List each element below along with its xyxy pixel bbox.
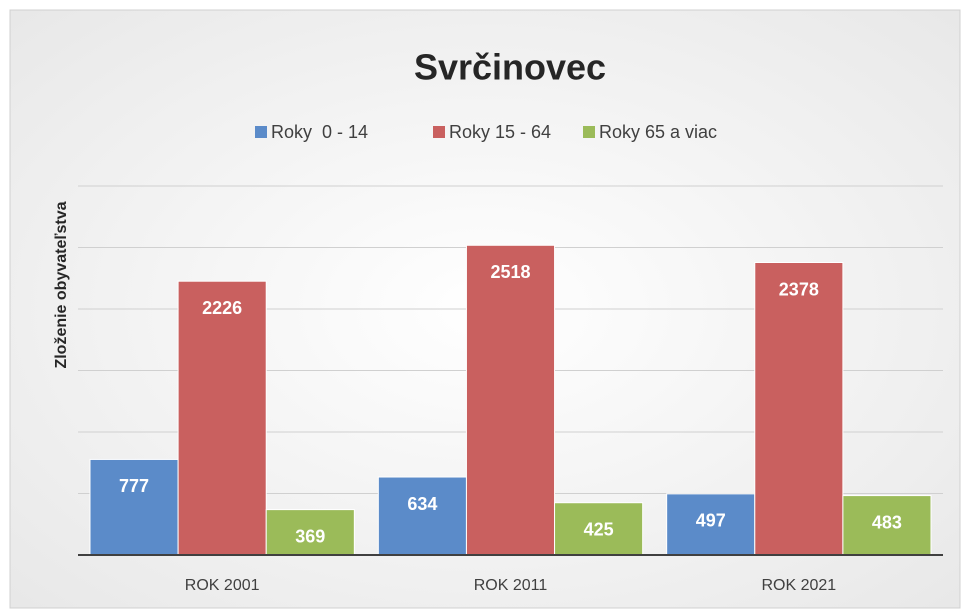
x-tick-label: ROK 2021 [761, 577, 836, 594]
legend-label: Roky 65 a viac [599, 122, 717, 142]
bar [265, 509, 355, 556]
data-label: 634 [407, 494, 437, 514]
bar [754, 262, 844, 556]
data-label: 369 [295, 526, 325, 546]
bar [666, 493, 756, 556]
bar [177, 280, 267, 556]
data-label: 483 [872, 512, 902, 532]
bar [842, 495, 932, 556]
bar [89, 458, 179, 556]
legend-swatch [433, 126, 445, 138]
legend-swatch [255, 126, 267, 138]
chart-title: Svrčinovec [414, 47, 606, 88]
data-label: 2226 [202, 298, 242, 318]
legend-swatch [583, 126, 595, 138]
y-axis-label: Zloženie obyvateľstva [53, 201, 70, 368]
data-label: 2518 [490, 262, 530, 282]
data-label: 2378 [779, 279, 819, 299]
legend-label: Roky 15 - 64 [449, 122, 551, 142]
x-tick-label: ROK 2001 [185, 577, 260, 594]
legend-label: Roky 0 - 14 [271, 122, 368, 142]
data-label: 425 [584, 519, 614, 539]
data-label: 497 [696, 511, 726, 531]
data-label: 777 [119, 476, 149, 496]
bar [377, 476, 467, 556]
x-tick-label: ROK 2011 [474, 577, 548, 594]
bar [554, 502, 644, 556]
bar [465, 244, 556, 556]
